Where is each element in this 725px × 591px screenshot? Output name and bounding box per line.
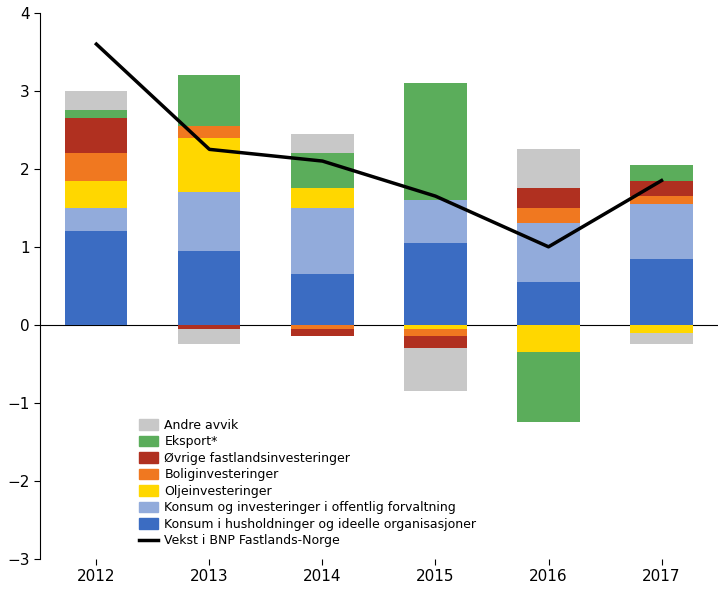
Bar [405, 329, 467, 336]
Bar [518, 223, 579, 282]
Bar [631, 333, 692, 345]
Bar [178, 192, 241, 251]
Bar [65, 181, 128, 208]
Bar [178, 251, 241, 325]
Bar [405, 325, 467, 329]
Bar [291, 189, 354, 208]
Bar [631, 165, 692, 181]
Bar [178, 329, 241, 345]
Bar [65, 111, 128, 118]
Bar [518, 189, 579, 208]
Bar [65, 231, 128, 325]
Bar [631, 204, 692, 258]
Bar [178, 138, 241, 192]
Bar [65, 118, 128, 153]
Bar [631, 258, 692, 325]
Bar [518, 352, 579, 422]
Bar [518, 208, 579, 223]
Bar [518, 325, 579, 352]
Bar [178, 126, 241, 138]
Bar [518, 282, 579, 325]
Bar [291, 134, 354, 153]
Bar [631, 196, 692, 204]
Bar [291, 153, 354, 189]
Bar [405, 243, 467, 325]
Bar [65, 91, 128, 111]
Bar [405, 348, 467, 391]
Bar [65, 208, 128, 231]
Bar [291, 274, 354, 325]
Bar [518, 150, 579, 189]
Bar [405, 336, 467, 348]
Bar [291, 208, 354, 274]
Bar [631, 181, 692, 196]
Bar [178, 75, 241, 126]
Bar [405, 83, 467, 200]
Bar [291, 329, 354, 336]
Legend: Andre avvik, Eksport*, Øvrige fastlandsinvesteringer, Boliginvesteringer, Oljein: Andre avvik, Eksport*, Øvrige fastlandsi… [134, 414, 481, 553]
Bar [405, 200, 467, 243]
Bar [631, 325, 692, 333]
Bar [291, 325, 354, 329]
Bar [178, 325, 241, 329]
Bar [65, 153, 128, 181]
